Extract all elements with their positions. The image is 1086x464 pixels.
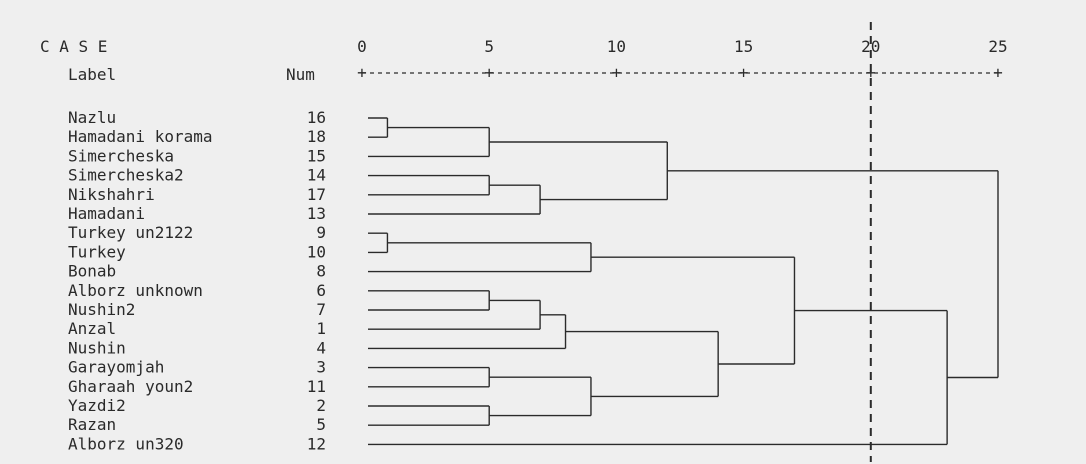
- case-number: 3: [316, 358, 326, 377]
- case-label: Razan: [68, 415, 116, 434]
- case-number: 8: [316, 262, 326, 281]
- case-number: 6: [316, 281, 326, 300]
- cluster-tree: [368, 22, 999, 462]
- case-label: Turkey un2122: [68, 223, 193, 242]
- case-number: 4: [316, 338, 326, 357]
- num-heading: Num: [286, 65, 315, 84]
- case-label: Hamadani: [68, 204, 145, 223]
- axis-tick-label: 10: [607, 37, 626, 56]
- axis-tick-mark: +: [612, 63, 622, 82]
- case-number: 11: [307, 377, 326, 396]
- axis-tick-mark: +: [866, 63, 876, 82]
- case-number: 2: [316, 396, 326, 415]
- case-label: Turkey: [68, 242, 126, 261]
- axis-tick-label: 5: [484, 37, 494, 56]
- axis-tick-mark: +: [484, 63, 494, 82]
- case-heading: C A S E: [40, 37, 107, 56]
- case-number: 18: [307, 127, 326, 146]
- axis-tick-label: 15: [734, 37, 753, 56]
- axis-tick-label: 0: [357, 37, 367, 56]
- case-number: 10: [307, 242, 326, 261]
- case-label: Alborz unknown: [68, 281, 203, 300]
- case-number: 16: [307, 108, 326, 127]
- case-number: 12: [307, 434, 326, 453]
- axis-tick-label: 25: [988, 37, 1007, 56]
- case-number: 9: [316, 223, 326, 242]
- axis-tick-mark: +: [739, 63, 749, 82]
- case-number: 7: [316, 300, 326, 319]
- case-label: Hamadani korama: [68, 127, 213, 146]
- case-label: Nushin2: [68, 300, 135, 319]
- case-label: Simercheska: [68, 146, 174, 165]
- case-number: 1: [316, 319, 326, 338]
- axis-tick-label: 20: [861, 37, 880, 56]
- case-number: 17: [307, 185, 326, 204]
- case-label: Nikshahri: [68, 185, 155, 204]
- axis-tick-mark: +: [993, 63, 1003, 82]
- label-heading: Label: [68, 65, 116, 84]
- case-label: Alborz un320: [68, 434, 184, 453]
- case-number: 5: [316, 415, 326, 434]
- case-label: Nushin: [68, 338, 126, 357]
- case-label: Simercheska2: [68, 166, 184, 185]
- distance-axis: 0 +5 +10 +15 +20 +25 +: [357, 37, 1007, 82]
- case-label: Garayomjah: [68, 358, 164, 377]
- case-label: Nazlu: [68, 108, 116, 127]
- case-number: 15: [307, 146, 326, 165]
- case-label: Anzal: [68, 319, 116, 338]
- case-label: Yazdi2: [68, 396, 126, 415]
- case-number: 13: [307, 204, 326, 223]
- axis-tick-mark: +: [357, 63, 367, 82]
- case-label: Gharaah youn2: [68, 377, 193, 396]
- case-label: Bonab: [68, 262, 116, 281]
- case-number: 14: [307, 166, 326, 185]
